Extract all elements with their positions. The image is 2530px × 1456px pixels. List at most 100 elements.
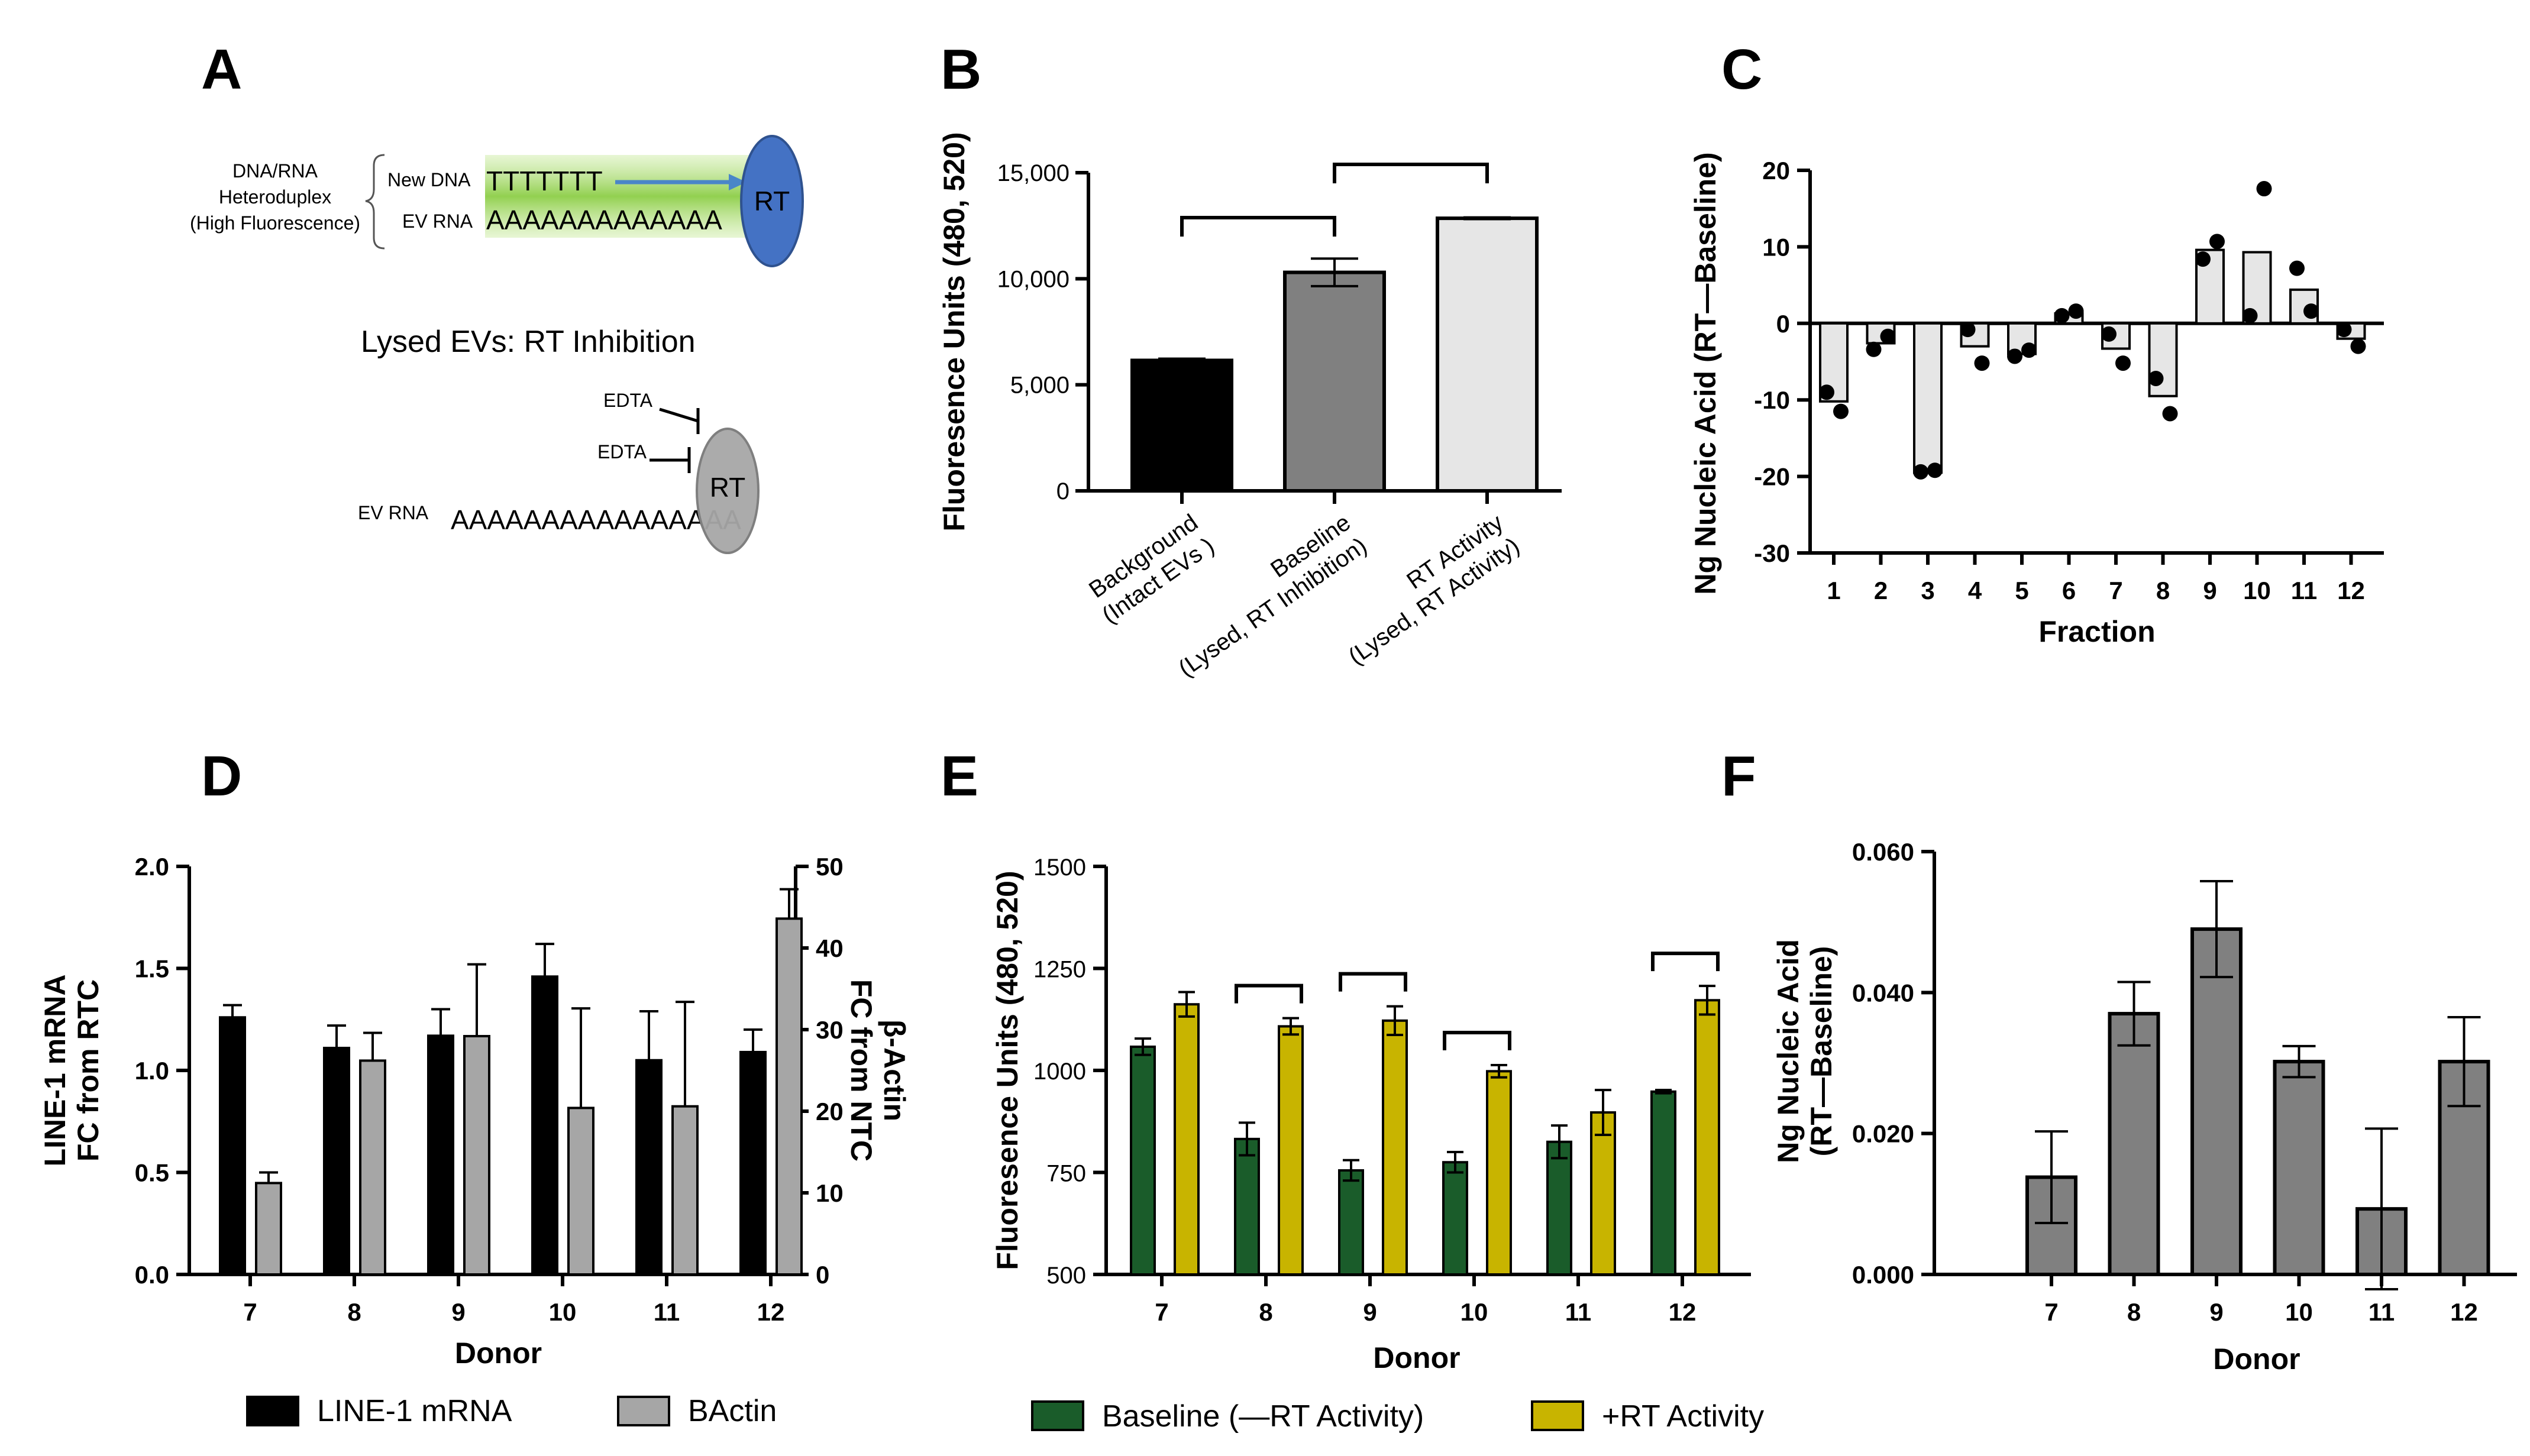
y2-tick-label: 50: [816, 853, 844, 881]
bar: [463, 1035, 490, 1276]
chart-b: 0 5,000 10,000 15,000 Background(Intact EVs …: [938, 132, 1562, 682]
legend-label: BActin: [688, 1394, 777, 1428]
panel-letter-b: B: [941, 38, 981, 101]
edta-label-1: EDTA: [603, 390, 653, 411]
y-tick-label: -30: [1754, 539, 1790, 567]
y-tick-label: 0: [1776, 310, 1790, 338]
ev-rna-label: EV RNA: [402, 211, 473, 232]
significance-bracket: [1180, 216, 1336, 237]
data-point: [2289, 260, 2305, 276]
data-point: [2350, 338, 2366, 354]
bar: [671, 1105, 699, 1276]
data-point: [2303, 303, 2319, 319]
error-bar: [1595, 1089, 1611, 1137]
y2-axis-title-line-1: β-Actin: [878, 1020, 911, 1121]
y-axis-title-line-1: LINE-1 mRNA: [38, 974, 72, 1166]
heteroduplex-glow: [485, 155, 757, 238]
bar: [1486, 1070, 1512, 1276]
x-tick-label: 12: [2337, 577, 2365, 604]
data-point: [2101, 326, 2117, 342]
data-point: [2162, 406, 2178, 422]
error-bar: [1135, 1037, 1151, 1056]
data-point: [2068, 303, 2084, 319]
significance-bracket: [1651, 952, 1720, 972]
error-bar: [2200, 880, 2233, 979]
y-axis-title: Ng Nucleic Acid (RT—Baseline): [1689, 152, 1722, 594]
bar: [2438, 1060, 2490, 1277]
bar: [1130, 358, 1233, 493]
bar: [1546, 1140, 1572, 1276]
y-tick-label: 1000: [1033, 1059, 1086, 1085]
error-bar: [2365, 1127, 2398, 1291]
data-point: [1960, 322, 1976, 338]
data-point: [2054, 308, 2070, 323]
x-tick-label: 12: [2450, 1298, 2478, 1326]
category-label: Background(Intact EVs ): [1084, 509, 1219, 629]
error-bar: [2282, 1044, 2316, 1079]
y-axis-title-line-1: Ng Nucleic Acid: [1772, 939, 1805, 1163]
data-point: [2242, 308, 2258, 323]
error-bar: [363, 1031, 382, 1061]
error-bar: [2447, 1016, 2481, 1108]
x-tick-label: 5: [2015, 577, 2028, 604]
y-axis-title-group: Fluoresence Units (480, 520): [991, 871, 1024, 1270]
bar: [1694, 999, 1720, 1276]
data-point: [1974, 355, 1990, 371]
data-point: [1913, 464, 1928, 480]
bar: [1234, 1137, 1260, 1276]
error-bar: [1387, 1005, 1403, 1036]
rt-label-2: RT: [710, 472, 746, 503]
error-bar: [223, 1004, 242, 1018]
error-bar: [1343, 1159, 1359, 1182]
error-bar: [535, 943, 554, 977]
y-tick-label: 15,000: [997, 160, 1069, 186]
y-tick-label: 0.0: [135, 1261, 169, 1289]
rt-label: RT: [754, 186, 790, 216]
bar: [635, 1059, 663, 1276]
y-axis-title-line-2: (RT—Baseline): [1805, 946, 1838, 1157]
significance-bracket: [1443, 1031, 1511, 1051]
x-tick-label: 10: [2243, 577, 2271, 604]
x-tick-label: 8: [347, 1298, 361, 1326]
y2-tick-label: 30: [816, 1016, 844, 1044]
chart-e: 500 750 1000 1250 1500 7 8 9 10 11 12 Donor Fluorese…: [991, 855, 1764, 1434]
legend-label: LINE-1 mRNA: [317, 1394, 512, 1428]
error-bar: [467, 963, 486, 1037]
data-point: [2115, 355, 2131, 371]
bar: [776, 917, 803, 1276]
error-bar: [1551, 1124, 1568, 1160]
significance-bracket: [1333, 163, 1489, 183]
legend-swatch: [246, 1396, 299, 1426]
y-tick-label: 10: [1762, 233, 1790, 261]
y-tick-label: 500: [1046, 1263, 1086, 1289]
x-axis-title: Fraction: [2038, 615, 2155, 648]
x-tick-label: 11: [1565, 1298, 1591, 1326]
panel-letter-f: F: [1721, 745, 1756, 808]
y2-tick-label: 10: [816, 1179, 844, 1207]
bar: [1650, 1090, 1676, 1276]
x-tick-label: 11: [654, 1298, 680, 1326]
error-bar: [1178, 991, 1195, 1018]
error-bar: [327, 1024, 346, 1049]
schematic-panel-a: DNA/RNA Heteroduplex (High Fluorescence)…: [190, 135, 804, 554]
error-bar: [1491, 1064, 1507, 1079]
y-tick-label: 1500: [1033, 855, 1086, 881]
y-tick-label: 0.020: [1852, 1120, 1914, 1148]
bar: [1590, 1111, 1616, 1276]
y-axis-title-group: Fluoresence Units (480, 520): [938, 132, 971, 531]
y-tick-label: 1.0: [135, 1057, 169, 1085]
bar: [2190, 927, 2243, 1277]
edta-inhibitor-icon-2: [650, 447, 691, 473]
data-point: [1833, 403, 1849, 419]
error-bar: [2035, 1130, 2068, 1225]
x-tick-label: 7: [1155, 1298, 1168, 1326]
significance-bracket: [1339, 972, 1407, 992]
legend-label: Baseline (—RT Activity): [1102, 1399, 1424, 1434]
legend-swatch: [1031, 1400, 1084, 1431]
x-tick-label: 7: [2044, 1298, 2058, 1326]
bar: [1442, 1161, 1468, 1276]
x-tick-label: 7: [2109, 577, 2122, 604]
bar: [2148, 322, 2178, 397]
error-bar: [1447, 1151, 1463, 1174]
